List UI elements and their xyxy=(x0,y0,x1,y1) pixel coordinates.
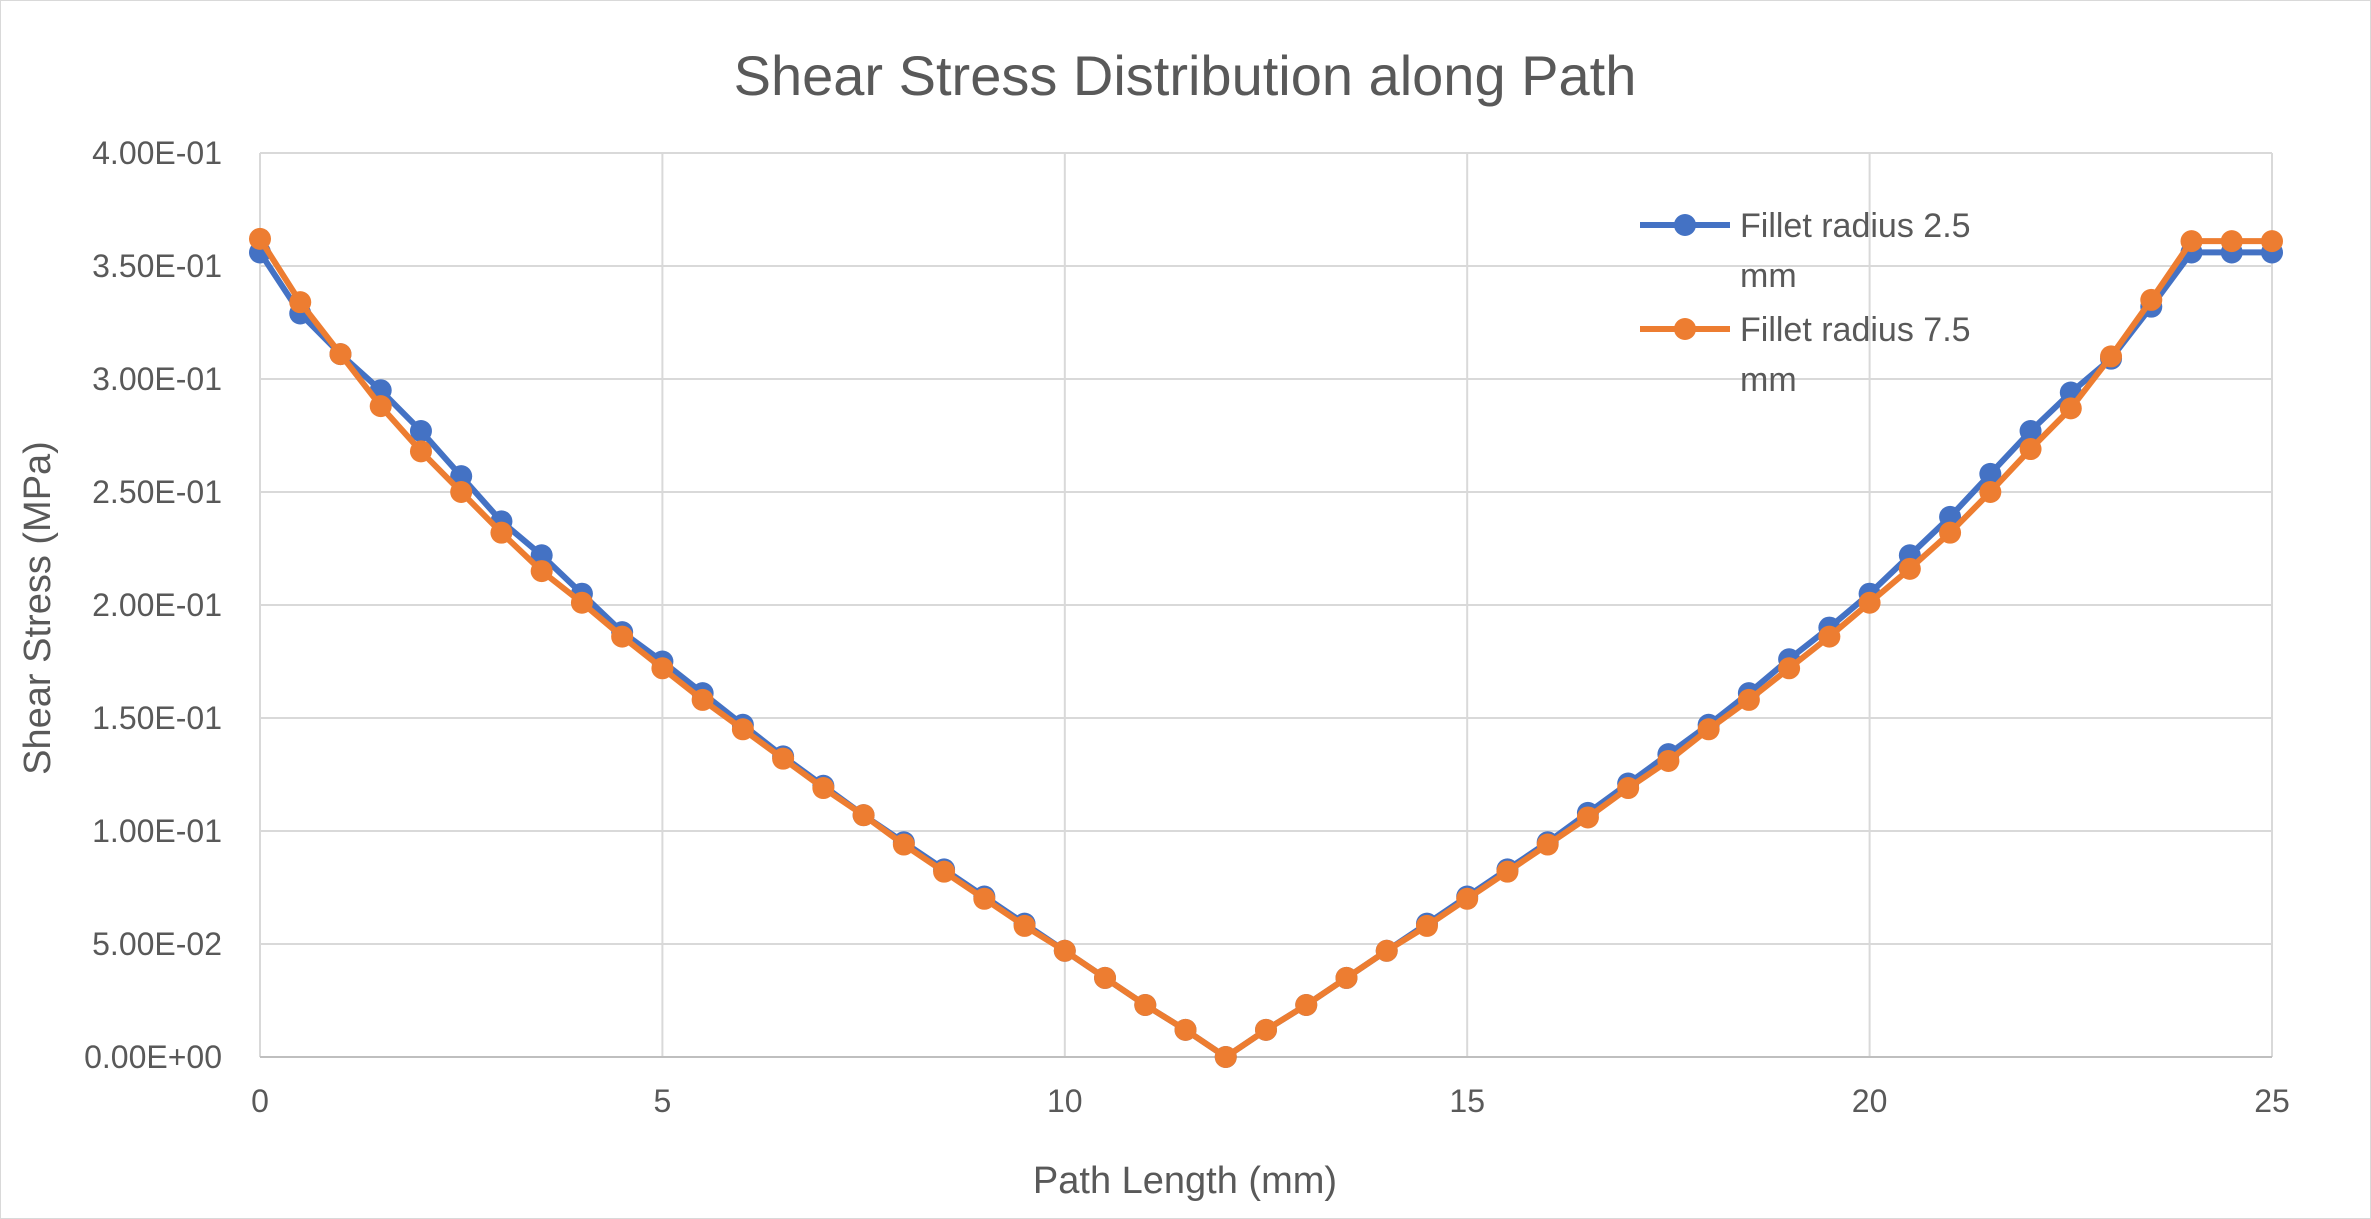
x-tick-label: 15 xyxy=(1449,1083,1485,1119)
data-point xyxy=(691,688,714,711)
legend-label: Fillet radius 7.5 mm xyxy=(1740,311,1971,399)
data-point xyxy=(1939,521,1962,544)
x-tick-label: 25 xyxy=(2254,1083,2290,1119)
data-point xyxy=(2140,288,2163,311)
y-tick-label: 5.00E-02 xyxy=(92,926,222,962)
data-point xyxy=(1375,939,1398,962)
data-point xyxy=(731,718,754,741)
y-tick-label: 2.00E-01 xyxy=(92,587,222,623)
legend-item: Fillet radius 2.5 mm xyxy=(1640,207,1971,295)
x-tick-label: 5 xyxy=(654,1083,672,1119)
y-tick-label: 2.50E-01 xyxy=(92,474,222,510)
data-point xyxy=(1576,806,1599,829)
data-point xyxy=(1013,914,1036,937)
data-point xyxy=(2261,230,2283,253)
data-point xyxy=(772,747,795,770)
data-point xyxy=(1858,591,1881,614)
data-point xyxy=(1496,860,1519,883)
data-point xyxy=(2059,397,2082,420)
data-point xyxy=(1174,1018,1197,1041)
data-point xyxy=(1778,657,1801,680)
data-point xyxy=(1456,887,1479,910)
series-layer xyxy=(249,227,2283,1068)
data-point xyxy=(1697,718,1720,741)
y-tick-labels: 0.00E+00 5.00E-02 1.00E-01 1.50E-01 2.00E-01… xyxy=(84,135,222,1075)
legend-item: Fillet radius 7.5 mm xyxy=(1640,311,1971,399)
x-tick-label: 0 xyxy=(251,1083,269,1119)
y-tick-label: 3.50E-01 xyxy=(92,248,222,284)
data-point xyxy=(1415,914,1438,937)
data-point xyxy=(1094,966,1117,989)
chart-title: Shear Stress Distribution along Path xyxy=(734,44,1637,107)
data-point xyxy=(530,560,553,583)
data-point xyxy=(1617,777,1640,800)
data-point xyxy=(611,625,634,648)
y-tick-label: 0.00E+00 xyxy=(84,1039,222,1075)
data-point xyxy=(289,291,312,314)
data-point xyxy=(1979,481,2002,503)
data-point xyxy=(1737,688,1760,711)
data-point xyxy=(570,591,593,614)
data-point xyxy=(450,465,473,488)
data-point xyxy=(329,343,352,366)
data-point xyxy=(369,395,392,418)
gridlines xyxy=(259,152,2273,1058)
data-point xyxy=(812,777,835,800)
y-tick-label: 1.00E-01 xyxy=(92,813,222,849)
x-tick-label: 10 xyxy=(1047,1083,1083,1119)
legend-swatch-marker xyxy=(1674,318,1696,340)
data-point xyxy=(1335,966,1358,989)
data-point xyxy=(1818,625,1841,648)
data-point xyxy=(1214,1046,1237,1068)
y-tick-label: 4.00E-01 xyxy=(92,135,222,171)
data-point xyxy=(1536,833,1559,856)
legend-label: Fillet radius 2.5 mm xyxy=(1740,207,1971,295)
data-point xyxy=(1657,749,1680,772)
y-axis-title: Shear Stress (MPa) xyxy=(17,441,59,775)
y-tick-label: 3.00E-01 xyxy=(92,361,222,397)
data-point xyxy=(409,440,432,463)
legend: Fillet radius 2.5 mm Fillet radius 7.5 mm xyxy=(1640,207,1971,399)
data-point xyxy=(490,521,513,544)
data-point xyxy=(852,804,875,827)
legend-swatch-marker xyxy=(1674,214,1696,236)
x-tick-labels: 0 5 10 15 20 25 xyxy=(251,1083,2290,1119)
series-line xyxy=(257,237,2272,1060)
data-point xyxy=(892,833,915,856)
y-tick-label: 1.50E-01 xyxy=(92,700,222,736)
data-point xyxy=(530,544,553,567)
data-point xyxy=(973,887,996,910)
data-point xyxy=(2180,230,2203,253)
data-point xyxy=(2220,230,2243,253)
data-point xyxy=(651,657,674,680)
data-point xyxy=(1898,557,1921,580)
data-point xyxy=(450,481,473,503)
data-point xyxy=(409,419,432,442)
series-line xyxy=(257,249,2272,1060)
series-2 xyxy=(249,227,2283,1068)
data-point xyxy=(1053,939,1076,962)
data-point xyxy=(1939,505,1962,528)
data-point xyxy=(1134,994,1157,1017)
x-axis-title: Path Length (mm) xyxy=(1033,1160,1337,1202)
data-point xyxy=(2019,419,2042,442)
data-point xyxy=(2100,345,2123,368)
data-point xyxy=(1255,1018,1277,1041)
data-point xyxy=(249,227,271,250)
data-point xyxy=(1295,994,1318,1017)
x-tick-label: 20 xyxy=(1852,1083,1888,1119)
data-point xyxy=(933,860,956,883)
data-point xyxy=(2019,438,2042,461)
data-point xyxy=(1979,462,2002,485)
